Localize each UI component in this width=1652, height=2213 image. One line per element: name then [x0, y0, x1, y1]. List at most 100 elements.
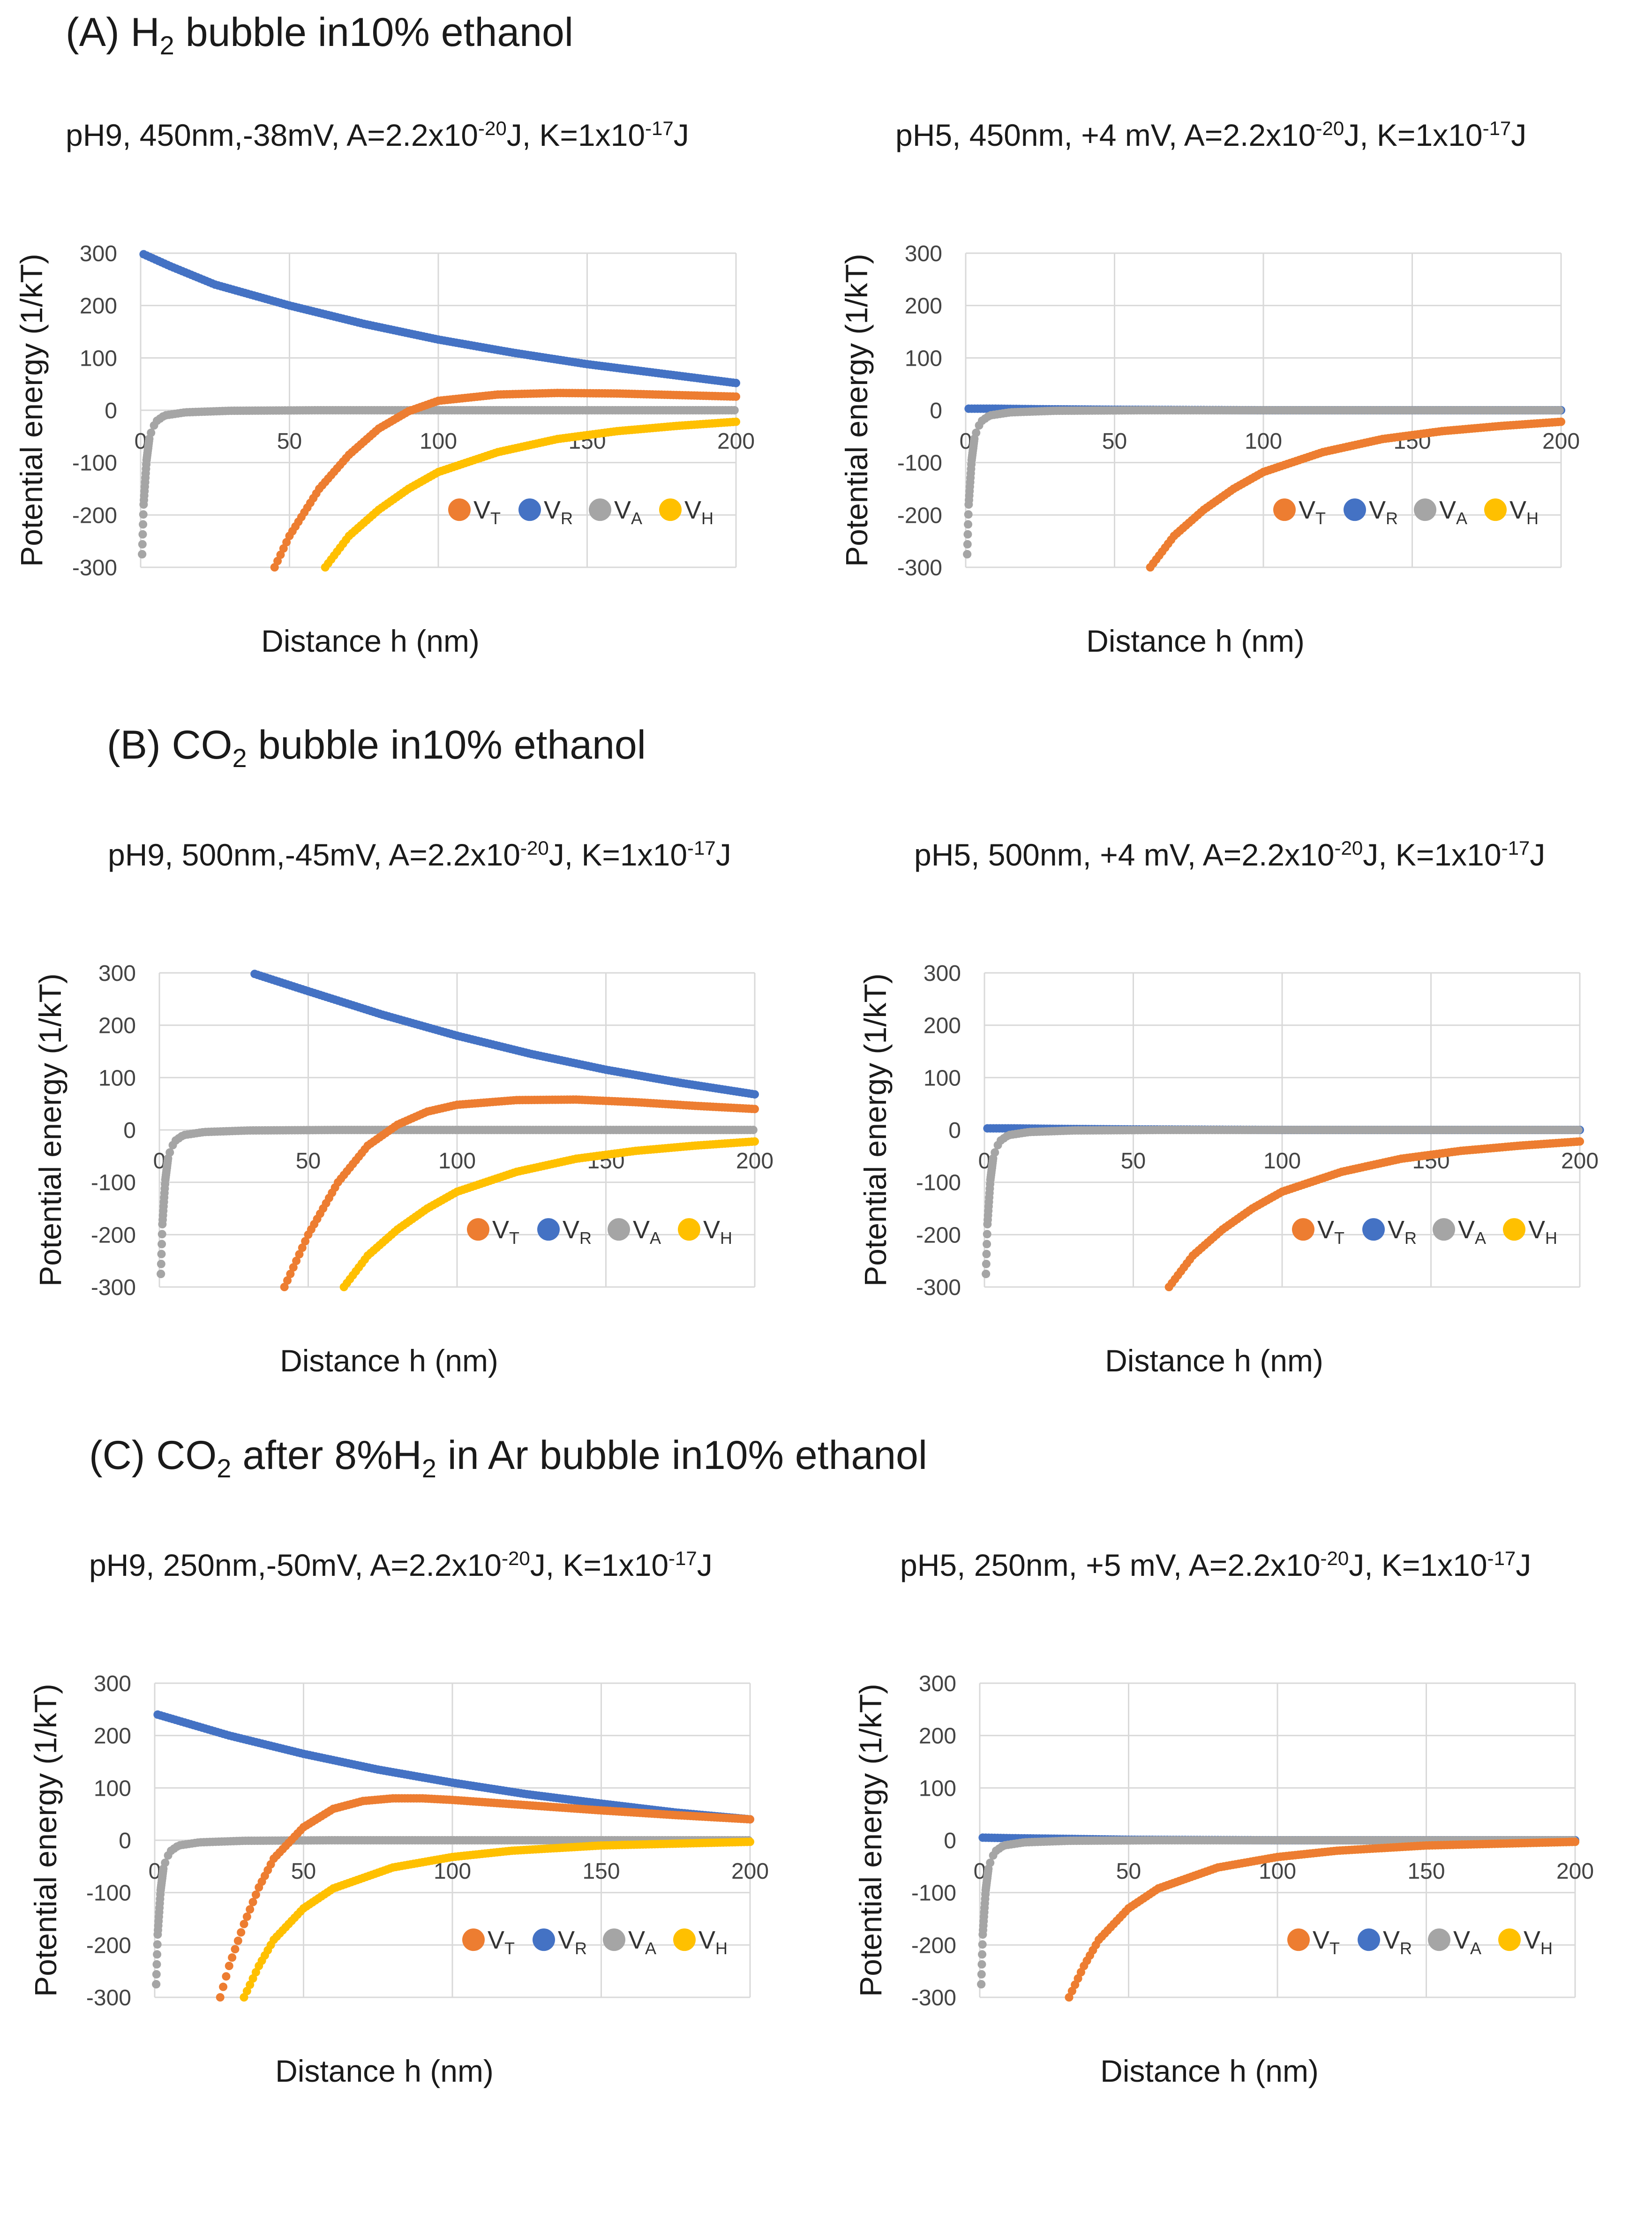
legend-label-vr: VR: [1388, 1216, 1417, 1248]
data-point: [1571, 1837, 1579, 1846]
legend-marker-va: [1428, 1928, 1450, 1951]
section-a-prefix: (A) H: [66, 10, 160, 55]
data-point: [158, 1240, 166, 1249]
y-axis-title: Potential energy (1/kT): [839, 254, 874, 567]
x-tick-label: 50: [1102, 429, 1127, 454]
legend: VT VR VA VH: [448, 496, 713, 528]
data-point: [251, 1890, 260, 1899]
legend-marker-vh: [659, 498, 682, 521]
subtitle-exp2: -17: [668, 1547, 697, 1569]
data-point: [751, 1090, 759, 1099]
subtitle-end: J: [673, 118, 689, 152]
x-tick-label: 50: [277, 429, 302, 454]
legend-marker-vt: [1287, 1928, 1310, 1951]
data-point: [746, 1837, 754, 1846]
series-vh: [339, 1137, 759, 1291]
subtitle-exp1: -20: [501, 1547, 530, 1569]
panel-subtitle: pH9, 500nm,-45mV, A=2.2x10-20J, K=1x10-1…: [108, 837, 731, 873]
data-point: [222, 1972, 231, 1981]
y-tick-label: -300: [897, 556, 942, 580]
legend-marker-vh: [678, 1218, 700, 1241]
data-point: [246, 1980, 255, 1989]
legend-marker-vr: [533, 1928, 555, 1951]
data-point: [138, 550, 147, 559]
data-point: [1071, 1980, 1080, 1989]
legend-label-vt: VT: [1299, 496, 1326, 528]
data-point: [1074, 1974, 1082, 1983]
data-point: [282, 538, 291, 547]
series-vr: [139, 250, 740, 387]
data-point: [164, 1154, 173, 1163]
data-point: [964, 510, 973, 519]
legend-label-va: VA: [614, 496, 642, 528]
y-tick-label: 300: [924, 961, 961, 986]
legend-label-va: VA: [1439, 496, 1467, 528]
data-point: [977, 1970, 986, 1979]
data-point: [219, 1982, 228, 1991]
series-va: [138, 406, 739, 559]
chart-panel-a-ph5: pH5, 450nm, +4 mV, A=2.2x10-20J, K=1x10-…: [839, 117, 1636, 783]
y-tick-label: 100: [98, 1066, 136, 1091]
legend: VT VR VA VH: [462, 1926, 728, 1958]
data-point: [279, 544, 288, 553]
data-point: [240, 1919, 248, 1928]
panel-subtitle: pH5, 500nm, +4 mV, A=2.2x10-20J, K=1x10-…: [914, 837, 1545, 873]
legend-label-vr: VR: [558, 1926, 587, 1958]
legend-label-vt: VT: [488, 1926, 515, 1958]
series-vh: [321, 417, 740, 572]
x-axis-title: Distance h (nm): [261, 624, 480, 658]
x-axis-title: Distance h (nm): [1086, 624, 1305, 658]
y-tick-label: 200: [905, 294, 942, 319]
section-c-sub2: 2: [421, 1453, 436, 1483]
legend-marker-vh: [1484, 498, 1507, 521]
panel-subtitle: pH9, 450nm,-38mV, A=2.2x10-20J, K=1x10-1…: [66, 117, 689, 153]
subtitle-exp2: -17: [1482, 117, 1511, 139]
y-tick-label: -200: [91, 1223, 136, 1248]
subtitle-mid: J, K=1x10: [1349, 1548, 1487, 1582]
section-b-suffix: bubble in10% ethanol: [247, 723, 646, 768]
data-point: [251, 1968, 260, 1977]
section-title-c: (C) CO2 after 8%H2 in Ar bubble in10% et…: [89, 1432, 927, 1483]
x-tick-label: 150: [1407, 1859, 1445, 1884]
series-va: [982, 1126, 1583, 1279]
data-point: [153, 1950, 162, 1959]
y-tick-label: 0: [123, 1118, 136, 1143]
legend-label-vh: VH: [698, 1926, 728, 1958]
data-point: [276, 550, 285, 559]
data-point: [1067, 1987, 1076, 1995]
y-tick-label: 200: [924, 1014, 961, 1039]
data-point: [964, 520, 973, 529]
series-vt: [270, 389, 740, 572]
data-point: [248, 1974, 257, 1983]
x-axis-title: Distance h (nm): [275, 2054, 494, 2088]
y-axis-title: Potential energy (1/kT): [853, 1684, 888, 1997]
section-title-a: (A) H2 bubble in10% ethanol: [66, 9, 573, 60]
section-c-prefix: (C) CO: [89, 1433, 217, 1478]
subtitle-exp1: -20: [478, 117, 507, 139]
x-axis-title: Distance h (nm): [1100, 2054, 1319, 2088]
y-tick-label: 300: [94, 1671, 131, 1696]
y-tick-label: -100: [86, 1881, 131, 1906]
section-a-suffix: bubble in10% ethanol: [174, 10, 573, 55]
y-tick-label: -300: [91, 1275, 136, 1300]
subtitle-mid: J, K=1x10: [506, 118, 646, 152]
data-point: [730, 406, 739, 414]
series-vh: [1065, 1837, 1579, 2002]
legend-label-vh: VH: [684, 496, 713, 528]
legend-marker-vt: [462, 1928, 485, 1951]
data-point: [157, 1250, 166, 1258]
legend: VT VR VA VH: [1273, 496, 1539, 528]
legend-label-vt: VT: [473, 496, 501, 528]
y-tick-label: 100: [80, 346, 117, 371]
data-point: [301, 1237, 310, 1246]
legend-label-vr: VR: [563, 1216, 592, 1248]
y-axis-title: Potential energy (1/kT): [33, 973, 68, 1287]
data-point: [242, 1912, 251, 1921]
y-tick-label: 100: [919, 1776, 956, 1801]
legend-marker-va: [589, 498, 611, 521]
legend-label-vh: VH: [1528, 1216, 1557, 1248]
y-tick-label: -200: [911, 1933, 956, 1958]
series-vh: [1164, 1137, 1584, 1291]
